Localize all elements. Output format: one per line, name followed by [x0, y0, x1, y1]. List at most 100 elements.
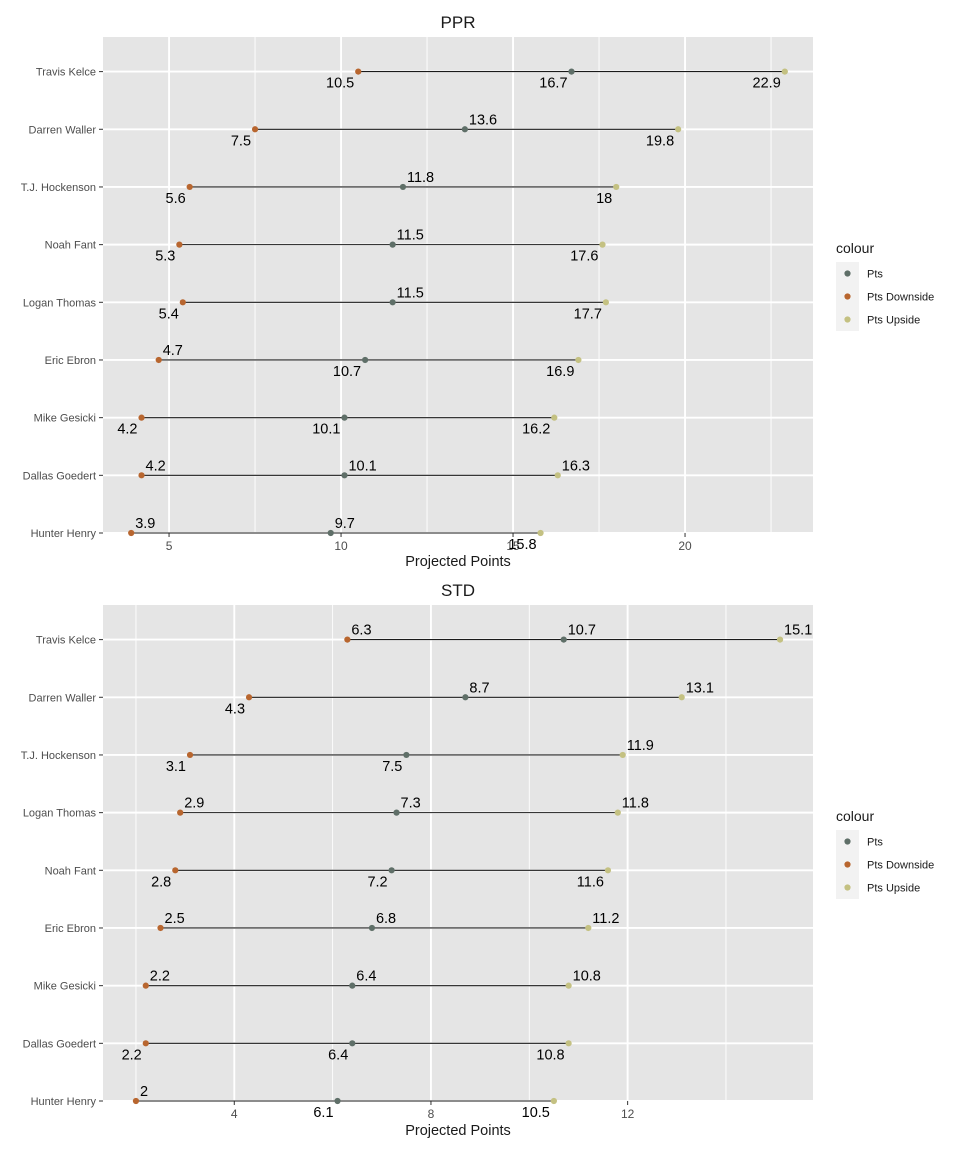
point-pts-upside [551, 414, 558, 421]
value-label: 7.5 [382, 759, 402, 775]
legend: colour Pts Pts Downside Pts Upside [836, 808, 934, 899]
point-pts-downside [245, 694, 253, 701]
y-category-label: Dallas Goedert [23, 1038, 96, 1050]
point-pts-downside [157, 924, 164, 932]
point-pts-downside [128, 529, 135, 537]
point-pts-upside [678, 694, 685, 701]
x-tick-label: 5 [166, 539, 173, 553]
y-category-label: Logan Thomas [23, 297, 97, 309]
point-pts [462, 694, 469, 701]
value-label: 3.9 [135, 516, 155, 532]
point-pts [341, 414, 348, 421]
x-tick-label: 12 [621, 1107, 635, 1121]
value-label: 5.6 [166, 191, 186, 207]
point-pts-downside [344, 636, 351, 643]
x-tick-label: 20 [678, 539, 692, 553]
chart-panel-std: STD 4 8 12 Projected Points Travis Kelce Darre… [21, 581, 934, 1139]
point-pts-upside [550, 1097, 557, 1105]
legend-title: colour [836, 808, 874, 824]
point-pts-downside [177, 809, 184, 816]
point-pts [368, 924, 376, 932]
value-label: 16.9 [546, 364, 574, 380]
point-pts-downside [142, 982, 149, 989]
value-label: 10.5 [522, 1105, 550, 1121]
chart-panel-ppr: PPR 5 10 15 20 Projected Points Travis Kelce Da… [21, 13, 934, 570]
value-label: 6.4 [356, 969, 376, 985]
value-label: 16.2 [522, 422, 550, 438]
value-label: 7.3 [401, 796, 421, 812]
value-label: 11.8 [407, 170, 434, 186]
value-label: 4.3 [225, 701, 245, 717]
value-label: 17.6 [570, 249, 598, 265]
point-pts-downside [251, 126, 259, 133]
value-label: 13.1 [686, 680, 714, 696]
y-category-label: Hunter Henry [31, 528, 97, 540]
value-label: 2 [140, 1084, 148, 1100]
x-axis-label: Projected Points [405, 554, 511, 570]
value-label: 2.8 [151, 874, 171, 890]
y-category-label: Darren Waller [29, 692, 97, 704]
value-label: 7.5 [231, 133, 251, 149]
point-pts [334, 1097, 341, 1105]
value-label: 17.7 [574, 306, 602, 322]
value-label: 8.7 [469, 680, 489, 696]
point-pts-downside [142, 1040, 149, 1047]
point-pts [327, 529, 334, 537]
point-pts [389, 241, 396, 248]
point-pts-downside [138, 414, 145, 421]
legend-key-point [844, 293, 851, 300]
point-pts-downside [186, 751, 194, 759]
legend-entry-label: Pts Downside [867, 292, 934, 304]
chart-title: PPR [441, 13, 476, 32]
point-pts [568, 68, 575, 75]
value-label: 4.7 [163, 343, 183, 359]
value-label: 6.1 [313, 1105, 333, 1121]
value-label: 2.2 [122, 1047, 142, 1063]
point-pts-upside [675, 126, 682, 133]
point-pts-downside [172, 867, 179, 874]
x-tick-label: 8 [428, 1107, 435, 1121]
value-label: 11.2 [592, 911, 619, 927]
x-tick-label: 15 [506, 539, 520, 553]
value-label: 13.6 [469, 112, 497, 128]
value-label: 15.8 [508, 537, 536, 553]
point-pts-downside [355, 68, 362, 75]
point-pts [349, 1040, 356, 1047]
y-category-label: Hunter Henry [31, 1096, 97, 1108]
point-pts [341, 472, 348, 479]
legend-entry-label: Pts [867, 837, 883, 849]
y-category-label: Mike Gesicki [34, 981, 96, 993]
point-pts-upside [585, 924, 592, 932]
y-category-label: Dallas Goedert [23, 470, 96, 482]
point-pts [389, 299, 396, 306]
value-label: 6.8 [376, 911, 396, 927]
point-pts-downside [155, 356, 162, 364]
y-category-label: Eric Ebron [45, 355, 96, 367]
value-label: 11.8 [622, 796, 649, 812]
y-category-label: Darren Waller [29, 124, 97, 136]
point-pts [403, 751, 410, 759]
point-pts [461, 126, 468, 133]
y-category-label: Travis Kelce [36, 67, 96, 79]
value-label: 10.1 [312, 422, 340, 438]
legend-key-point [844, 861, 851, 868]
point-pts-upside [619, 751, 626, 759]
value-label: 4.2 [117, 422, 137, 438]
legend-key-point [844, 884, 851, 891]
y-category-label: T.J. Hockenson [21, 750, 96, 762]
point-pts-upside [614, 809, 621, 816]
legend-entry-label: Pts Upside [867, 315, 920, 327]
value-label: 10.5 [326, 76, 354, 92]
y-category-label: Travis Kelce [36, 635, 96, 647]
value-label: 22.9 [753, 76, 781, 92]
value-label: 10.8 [573, 969, 601, 985]
y-category-label: Logan Thomas [23, 808, 97, 820]
point-pts-upside [554, 472, 561, 479]
point-pts-upside [537, 529, 544, 537]
value-label: 11.5 [397, 285, 424, 301]
y-category-label: Eric Ebron [45, 923, 96, 935]
value-label: 16.3 [562, 458, 590, 474]
plot-panel [103, 605, 813, 1101]
legend-entry-label: Pts Downside [867, 860, 934, 872]
